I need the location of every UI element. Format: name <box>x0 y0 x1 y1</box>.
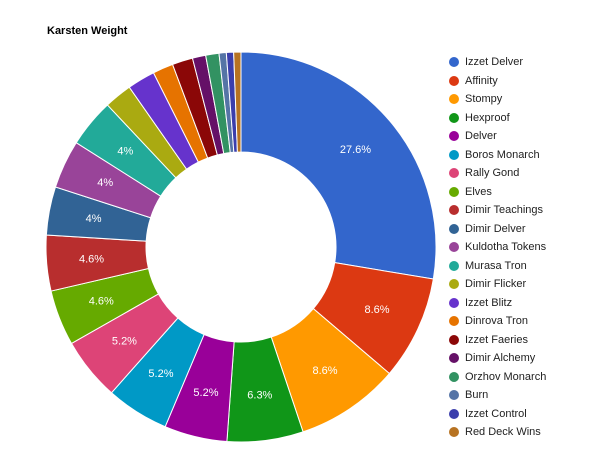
legend-swatch <box>449 334 459 345</box>
legend-item-izzet-control[interactable]: Izzet Control <box>449 405 546 424</box>
legend-item-izzet-delver[interactable]: Izzet Delver <box>449 53 546 72</box>
legend-swatch <box>449 112 459 123</box>
data-label-kuldotha-tokens: 4% <box>97 177 113 189</box>
data-label-boros-monarch: 5.2% <box>148 368 173 380</box>
legend-swatch <box>449 353 459 364</box>
legend-label: Dinrova Tron <box>465 315 528 328</box>
legend-swatch <box>449 75 459 86</box>
legend-item-kuldotha-tokens[interactable]: Kuldotha Tokens <box>449 238 546 257</box>
legend-item-dimir-alchemy[interactable]: Dimir Alchemy <box>449 349 546 368</box>
legend-swatch <box>449 371 459 382</box>
legend-item-dimir-teachings[interactable]: Dimir Teachings <box>449 201 546 220</box>
legend-item-delver[interactable]: Delver <box>449 127 546 146</box>
legend-label: Rally Gond <box>465 167 520 180</box>
legend-swatch <box>449 205 459 216</box>
legend-swatch <box>449 297 459 308</box>
legend-label: Burn <box>465 389 489 402</box>
legend-label: Elves <box>465 185 492 198</box>
legend-swatch <box>449 186 459 197</box>
legend-swatch <box>449 390 459 401</box>
legend-label: Stompy <box>465 93 503 106</box>
legend-item-boros-monarch[interactable]: Boros Monarch <box>449 146 546 165</box>
legend-swatch <box>449 168 459 179</box>
legend-item-izzet-faeries[interactable]: Izzet Faeries <box>449 331 546 350</box>
legend-item-dinrova-tron[interactable]: Dinrova Tron <box>449 312 546 331</box>
data-label-hexproof: 6.3% <box>247 390 272 402</box>
data-label-rally-gond: 5.2% <box>112 335 137 347</box>
legend-swatch <box>449 57 459 68</box>
legend-label: Izzet Control <box>465 407 527 420</box>
legend-swatch <box>449 279 459 290</box>
legend-label: Izzet Delver <box>465 56 524 69</box>
legend-label: Dimir Alchemy <box>465 352 536 365</box>
legend-item-dimir-delver[interactable]: Dimir Delver <box>449 220 546 239</box>
legend-label: Murasa Tron <box>465 259 527 272</box>
legend-item-stompy[interactable]: Stompy <box>449 90 546 109</box>
data-label-stompy: 8.6% <box>312 365 337 377</box>
legend-swatch <box>449 260 459 271</box>
legend-label: Kuldotha Tokens <box>465 241 547 254</box>
legend-swatch <box>449 149 459 160</box>
legend-label: Red Deck Wins <box>465 426 541 439</box>
legend-item-orzhov-monarch[interactable]: Orzhov Monarch <box>449 368 546 387</box>
slices-group <box>45 51 437 443</box>
legend-label: Delver <box>465 130 497 143</box>
legend-item-burn[interactable]: Burn <box>449 386 546 405</box>
legend-label: Orzhov Monarch <box>465 370 547 383</box>
legend-label: Dimir Flicker <box>465 278 527 291</box>
legend-item-murasa-tron[interactable]: Murasa Tron <box>449 257 546 276</box>
legend-item-hexproof[interactable]: Hexproof <box>449 109 546 128</box>
data-label-delver: 5.2% <box>193 387 218 399</box>
legend-swatch <box>449 94 459 105</box>
legend-item-dimir-flicker[interactable]: Dimir Flicker <box>449 275 546 294</box>
legend-label: Hexproof <box>465 111 510 124</box>
legend-swatch <box>449 131 459 142</box>
data-label-murasa-tron: 4% <box>117 145 133 157</box>
legend-item-red-deck-wins[interactable]: Red Deck Wins <box>449 423 546 442</box>
legend-item-rally-gond[interactable]: Rally Gond <box>449 164 546 183</box>
legend-swatch <box>449 427 459 438</box>
data-label-dimir-teachings: 4.6% <box>79 253 104 265</box>
labels-group: 27.6% 8.6% 8.6% 6.3% 5.2% 5.2% 5.2% 4.6% 4.6% 4% 4… <box>79 144 390 402</box>
legend-label: Boros Monarch <box>465 148 540 161</box>
chart-title: Karsten Weight <box>47 25 128 37</box>
legend-item-affinity[interactable]: Affinity <box>449 72 546 91</box>
legend-swatch <box>449 408 459 419</box>
legend-swatch <box>449 316 459 327</box>
data-label-izzet-delver: 27.6% <box>340 144 371 156</box>
legend-label: Izzet Blitz <box>465 296 513 309</box>
slice-red-deck-wins <box>233 51 242 153</box>
data-label-dimir-delver: 4% <box>86 213 102 225</box>
legend-label: Izzet Faeries <box>465 333 528 346</box>
data-label-affinity: 8.6% <box>364 304 389 316</box>
slice-izzet-delver <box>240 51 437 280</box>
legend: Izzet Delver Affinity Stompy Hexproof Delver… <box>449 53 546 442</box>
legend-item-izzet-blitz[interactable]: Izzet Blitz <box>449 294 546 313</box>
legend-label: Dimir Teachings <box>465 204 544 217</box>
legend-item-elves[interactable]: Elves <box>449 183 546 202</box>
legend-label: Affinity <box>465 74 498 87</box>
legend-swatch <box>449 223 459 234</box>
legend-swatch <box>449 242 459 253</box>
legend-label: Dimir Delver <box>465 222 526 235</box>
data-label-elves: 4.6% <box>89 296 114 308</box>
